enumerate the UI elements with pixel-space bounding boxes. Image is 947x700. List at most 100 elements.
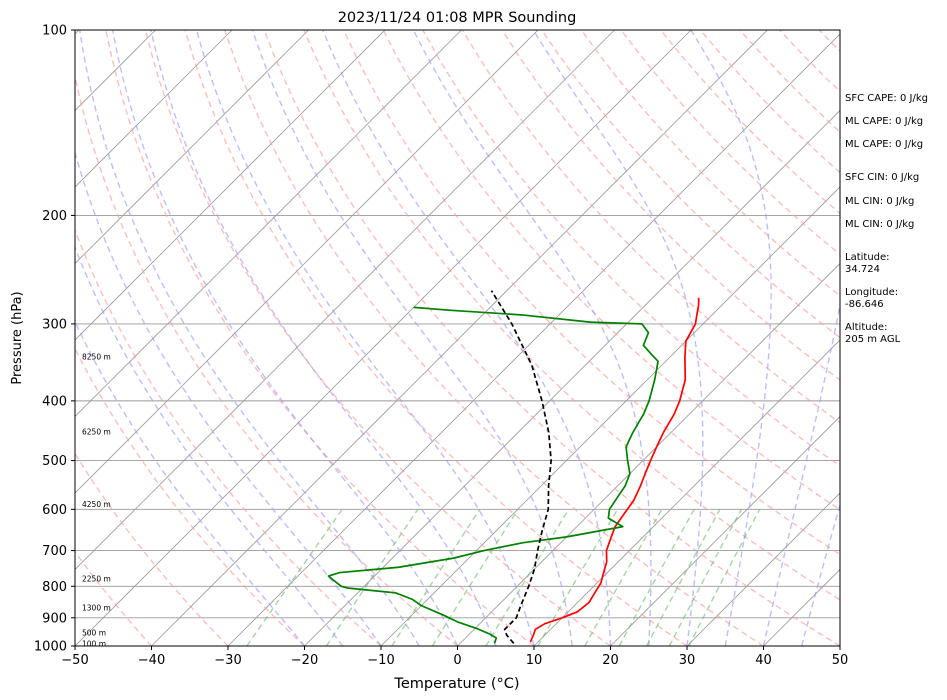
mixing-ratio-line	[645, 509, 721, 646]
y-tick-label: 400	[42, 394, 67, 409]
y-tick-label: 600	[42, 503, 67, 518]
x-tick-label: 50	[832, 653, 849, 668]
x-tick-label: 40	[755, 653, 772, 668]
ml-cin-text-2: ML CIN: 0 J/kg	[845, 219, 915, 230]
y-tick-label: 100	[42, 24, 67, 39]
chart-title: 2023/11/24 01:08 MPR Sounding	[338, 10, 577, 26]
mixing-ratio-line	[485, 508, 570, 646]
ml-cape-text: ML CAPE: 0 J/kg	[845, 116, 924, 127]
parcel-line	[490, 290, 552, 644]
height-label: 100 m	[82, 640, 106, 649]
moist-adiabat-line	[111, 30, 459, 646]
dewpoint-line	[327, 306, 659, 644]
isotherm-line	[75, 30, 386, 341]
dry-adiabat-line	[342, 30, 840, 556]
dry-adiabat-line	[144, 30, 611, 646]
dry-adiabat-line	[75, 347, 305, 646]
mixing-ratio-line	[325, 508, 419, 646]
isotherm-line	[75, 30, 233, 188]
isotherm-line	[0, 30, 3, 646]
isotherm-line	[533, 339, 840, 646]
height-label: 500 m	[82, 629, 106, 638]
plot-frame	[74, 29, 841, 647]
isotherm-line	[75, 30, 539, 494]
background-lines	[0, 30, 840, 646]
y-tick-label: 900	[42, 611, 67, 626]
isotherm-line	[75, 30, 692, 646]
dry-adiabat-line	[184, 30, 688, 646]
y-tick-label: 300	[42, 317, 67, 332]
moist-adiabat-line	[79, 30, 420, 646]
y-tick-label: 800	[42, 580, 67, 595]
isotherm-line	[227, 33, 840, 646]
mixing-ratio-line	[618, 508, 695, 646]
height-label: 2250 m	[82, 575, 111, 584]
y-tick-label: 200	[42, 209, 67, 224]
latitude-value: 34.724	[845, 264, 880, 275]
x-tick-label: −20	[291, 653, 318, 668]
y-tick-label: 1000	[34, 640, 67, 655]
altitude-label: Altitude:	[845, 322, 888, 333]
x-tick-label: −50	[61, 653, 88, 668]
dry-adiabat-line	[303, 30, 840, 601]
dry-adiabat-line	[75, 452, 229, 646]
x-tick-label: −40	[138, 653, 165, 668]
height-label: 6250 m	[82, 427, 111, 436]
isotherm-line	[380, 186, 840, 646]
height-label: 1300 m	[82, 604, 111, 613]
height-label: 8250 m	[82, 352, 111, 361]
moist-adiabat-line	[75, 245, 344, 646]
moist-adiabat-line	[690, 30, 772, 646]
x-tick-label: −10	[367, 653, 394, 668]
moist-adiabat-line	[801, 502, 840, 646]
moist-adiabat-line	[412, 30, 652, 646]
isotherm-line	[457, 262, 840, 646]
mixing-ratio-line	[431, 508, 519, 646]
x-tick-label: 0	[453, 653, 461, 668]
dry-adiabat-line	[75, 228, 382, 646]
moist-adiabat-line	[195, 30, 535, 646]
dry-adiabat-line	[422, 30, 840, 467]
x-tick-label: 30	[679, 653, 696, 668]
y-axis-label: Pressure (hPa)	[10, 291, 25, 384]
x-tick-label: −30	[214, 653, 241, 668]
mixing-ratio-line	[668, 509, 742, 646]
height-label: 4250 m	[82, 500, 111, 509]
height-labels: 100 m 500 m 1300 m 2250 m 4250 m 6250 m 8250 m	[82, 352, 111, 648]
profile-lines	[327, 290, 700, 644]
longitude-value: -86.646	[845, 299, 884, 310]
moist-adiabat-line	[251, 30, 573, 646]
dry-adiabat-line	[580, 30, 840, 297]
isotherm-line	[75, 30, 615, 571]
moist-adiabat-line	[762, 301, 840, 646]
x-tick-label: 10	[526, 653, 543, 668]
dry-adiabat-line	[75, 73, 458, 646]
moist-adiabat-line	[532, 30, 704, 646]
longitude-label: Longitude:	[845, 287, 899, 298]
latitude-label: Latitude:	[845, 252, 890, 263]
isotherm-line	[304, 109, 840, 646]
mixing-ratio-line	[688, 509, 761, 646]
isotherm-line	[610, 415, 840, 646]
dry-adiabat-line	[382, 30, 840, 511]
ml-cin-text: ML CIN: 0 J/kg	[845, 196, 915, 207]
dry-adiabat-line	[224, 30, 764, 646]
y-tick-label: 500	[42, 454, 67, 469]
isotherm-line	[151, 30, 768, 646]
x-tick-label: 20	[602, 653, 619, 668]
sfc-cape-text: SFC CAPE: 0 J/kg	[845, 93, 928, 104]
isotherm-line	[75, 30, 309, 265]
sfc-cin-text: SFC CIN: 0 J/kg	[845, 172, 920, 183]
mixing-ratio-line	[391, 508, 481, 646]
y-tick-label: 700	[42, 544, 67, 559]
x-axis-label: Temperature (°C)	[393, 676, 519, 692]
ml-cape-text-2: ML CAPE: 0 J/kg	[845, 139, 924, 150]
temperature-line	[529, 297, 700, 643]
mixing-ratio-line	[584, 508, 663, 646]
moist-adiabat-line	[150, 30, 497, 646]
moist-adiabat-line	[75, 150, 382, 646]
dry-adiabat-line	[105, 30, 535, 646]
mixing-ratio-line	[246, 508, 343, 646]
moist-adiabat-line	[322, 30, 612, 646]
